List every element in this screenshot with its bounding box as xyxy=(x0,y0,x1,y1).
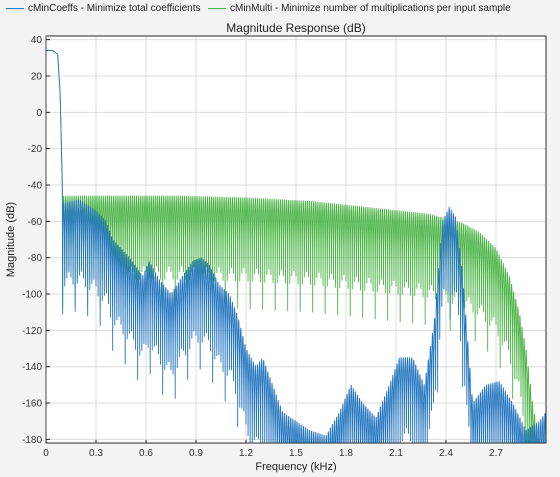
x-tick-label: 2.7 xyxy=(489,448,503,459)
y-tick-label: -120 xyxy=(22,326,42,337)
series-line-cmincoeffs xyxy=(46,50,546,443)
x-axis-label: Frequency (kHz) xyxy=(255,461,336,473)
y-tick-label: -160 xyxy=(22,399,42,410)
y-tick-label: -40 xyxy=(28,180,43,191)
x-tick-label: 0.3 xyxy=(89,448,103,459)
chart-title: Magnitude Response (dB) xyxy=(226,21,366,35)
legend: cMinCoeffs - Minimize total coefficients… xyxy=(0,0,560,18)
legend-swatch-series-2 xyxy=(208,8,226,9)
legend-label-series-1: cMinCoeffs - Minimize total coefficients xyxy=(28,3,201,14)
x-tick-label: 1.8 xyxy=(339,448,353,459)
series-line-cminmulti xyxy=(46,50,546,443)
x-tick-label: 0 xyxy=(43,448,49,459)
legend-label-series-2: cMinMulti - Minimize number of multiplic… xyxy=(230,3,511,14)
y-axis-label: Magnitude (dB) xyxy=(5,202,17,277)
x-tick-label: 1.5 xyxy=(289,448,303,459)
y-tick-label: -80 xyxy=(28,253,43,264)
y-tick-label: -100 xyxy=(22,290,42,301)
x-tick-label: 0.6 xyxy=(139,448,153,459)
series-group xyxy=(46,50,546,443)
plot-border xyxy=(45,35,547,444)
legend-entry-series-2[interactable]: cMinMulti - Minimize number of multiplic… xyxy=(208,3,511,14)
y-tick-label: -60 xyxy=(28,217,43,228)
y-tick-label: -140 xyxy=(22,362,42,373)
y-tick-label: -20 xyxy=(28,144,43,155)
y-tick-label: 40 xyxy=(31,35,43,46)
x-tick-label: 2.4 xyxy=(439,448,453,459)
x-tick-label: 0.9 xyxy=(189,448,203,459)
y-tick-label: -180 xyxy=(22,435,42,446)
x-tick-label: 2.1 xyxy=(389,448,403,459)
y-tick-label: 20 xyxy=(31,71,43,82)
legend-entry-series-1[interactable]: cMinCoeffs - Minimize total coefficients xyxy=(6,3,200,14)
x-tick-label: 1.2 xyxy=(239,448,253,459)
legend-swatch-series-1 xyxy=(6,8,24,9)
y-tick-label: 0 xyxy=(36,108,42,119)
